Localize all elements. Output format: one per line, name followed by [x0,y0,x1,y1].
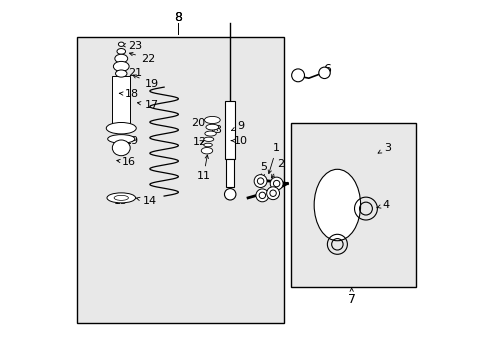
Text: 8: 8 [174,11,182,24]
Text: 2: 2 [271,159,283,178]
Bar [225,102,235,158]
Text: 19: 19 [133,75,159,89]
Ellipse shape [106,122,136,134]
Circle shape [257,178,263,184]
Text: 16: 16 [117,157,135,167]
Bar [112,76,130,127]
Text: 8: 8 [174,11,182,24]
Ellipse shape [115,70,127,77]
Circle shape [254,175,266,188]
Circle shape [224,189,235,200]
FancyBboxPatch shape [77,37,283,323]
Text: 18: 18 [119,89,139,99]
Text: 19: 19 [120,136,139,146]
Text: 17: 17 [137,100,159,110]
Ellipse shape [313,169,360,241]
Ellipse shape [112,140,130,156]
Ellipse shape [118,42,124,46]
Ellipse shape [107,135,135,143]
Text: 13: 13 [208,125,223,135]
Text: 1: 1 [267,143,280,174]
Circle shape [270,177,283,190]
Text: 6: 6 [322,63,330,76]
Text: 5: 5 [260,162,267,178]
Text: 23: 23 [122,41,142,51]
Text: 9: 9 [231,121,244,131]
Text: 20: 20 [191,118,210,128]
Text: 22: 22 [129,53,155,64]
Ellipse shape [107,193,135,203]
Circle shape [266,187,279,200]
Circle shape [273,180,279,187]
Text: 21: 21 [122,67,142,78]
Text: 14: 14 [136,197,157,206]
Circle shape [291,69,304,82]
Ellipse shape [204,116,220,123]
Ellipse shape [113,62,129,71]
Text: 10: 10 [231,136,247,146]
Circle shape [255,189,268,202]
Ellipse shape [114,195,128,201]
Circle shape [318,67,329,78]
Text: 3: 3 [377,143,390,153]
Circle shape [259,192,265,199]
Ellipse shape [205,124,218,130]
FancyBboxPatch shape [290,123,415,287]
Text: 4: 4 [376,200,388,210]
Ellipse shape [203,143,212,147]
Ellipse shape [117,49,125,54]
Text: 11: 11 [196,155,210,181]
Ellipse shape [204,131,216,136]
Text: 12: 12 [192,138,206,148]
Ellipse shape [115,54,127,63]
Ellipse shape [201,148,212,154]
Ellipse shape [203,137,213,141]
Circle shape [269,190,276,197]
Text: 7: 7 [347,288,355,306]
Bar [225,158,234,187]
Text: 15: 15 [114,197,128,206]
